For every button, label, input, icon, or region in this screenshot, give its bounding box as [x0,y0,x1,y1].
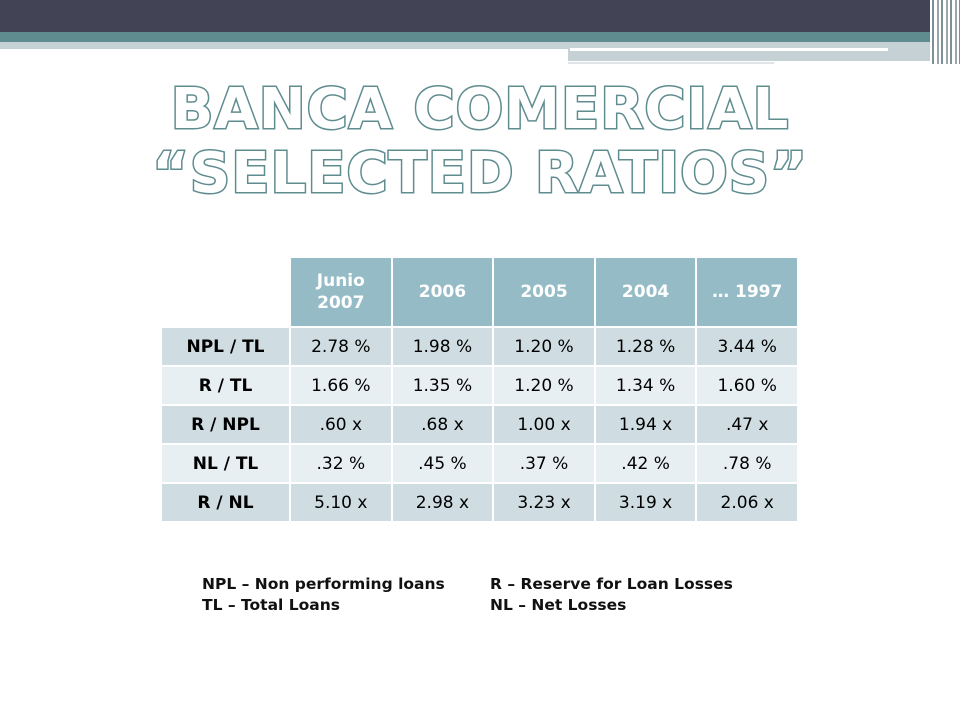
table-cell: 1.35 % [390,365,495,406]
ratios-table: Junio 2007 2006 2005 2004 … 1997 NPL / T… [159,256,799,523]
table-row: NL / TL .32 % .45 % .37 % .42 % .78 % [159,443,799,484]
header-divider-bar [0,42,960,49]
row-label: R / NPL [159,404,292,445]
column-header: Junio 2007 [289,256,393,328]
column-header: 2005 [492,256,596,328]
table-cell: 2.78 % [289,326,393,367]
row-label: NL / TL [159,443,292,484]
row-label: NPL / TL [159,326,292,367]
table-cell: 1.20 % [492,365,596,406]
table-row: NPL / TL 2.78 % 1.98 % 1.20 % 1.28 % 3.4… [159,326,799,367]
header-divider-bar-right [568,49,960,61]
table-header-row: Junio 2007 2006 2005 2004 … 1997 [159,256,799,328]
header-highlight-line-2 [776,61,946,63]
table-cell: 1.34 % [593,365,698,406]
legend-item: NPL – Non performing loans [202,575,445,593]
table-cell: .45 % [390,443,495,484]
row-label: R / NL [159,482,292,523]
table-cell: 2.98 x [390,482,495,523]
table-corner-cell [159,256,292,328]
table-cell: 5.10 x [289,482,393,523]
table-cell: 1.60 % [695,365,799,406]
legend-left: NPL – Non performing loans TL – Total Lo… [202,574,445,616]
table-cell: .37 % [492,443,596,484]
legend-item: NL – Net Losses [490,596,627,614]
table-cell: 1.98 % [390,326,495,367]
table-row: R / NPL .60 x .68 x 1.00 x 1.94 x .47 x [159,404,799,445]
header-accent-bar [0,32,960,42]
table-cell: 1.66 % [289,365,393,406]
table-cell: .32 % [289,443,393,484]
table-cell: 1.28 % [593,326,698,367]
table-cell: 3.23 x [492,482,596,523]
header-highlight-line [570,48,888,51]
table-cell: .42 % [593,443,698,484]
legend-right: R – Reserve for Loan Losses NL – Net Los… [490,574,733,616]
column-header: 2006 [390,256,495,328]
table-cell: 1.00 x [492,404,596,445]
header-corner-stripes [930,0,960,64]
table-row: R / NL 5.10 x 2.98 x 3.23 x 3.19 x 2.06 … [159,482,799,523]
row-label: R / TL [159,365,292,406]
header-highlight-line-3 [568,62,774,64]
table-row: R / TL 1.66 % 1.35 % 1.20 % 1.34 % 1.60 … [159,365,799,406]
column-header: 2004 [593,256,698,328]
title-line-2: “SELECTED RATIOS” [151,140,809,207]
table-cell: .68 x [390,404,495,445]
table-cell: 1.20 % [492,326,596,367]
legend-item: TL – Total Loans [202,596,340,614]
table-cell: 3.19 x [593,482,698,523]
table-cell: .60 x [289,404,393,445]
table-cell: 2.06 x [695,482,799,523]
table-cell: .78 % [695,443,799,484]
column-header: … 1997 [695,256,799,328]
legend-item: R – Reserve for Loan Losses [490,575,733,593]
table-cell: 1.94 x [593,404,698,445]
table-cell: 3.44 % [695,326,799,367]
table-cell: .47 x [695,404,799,445]
header-band [0,0,960,32]
title-line-1: BANCA COMERCIAL [169,76,790,143]
slide-title: BANCA COMERCIAL “SELECTED RATIOS” [0,76,960,207]
